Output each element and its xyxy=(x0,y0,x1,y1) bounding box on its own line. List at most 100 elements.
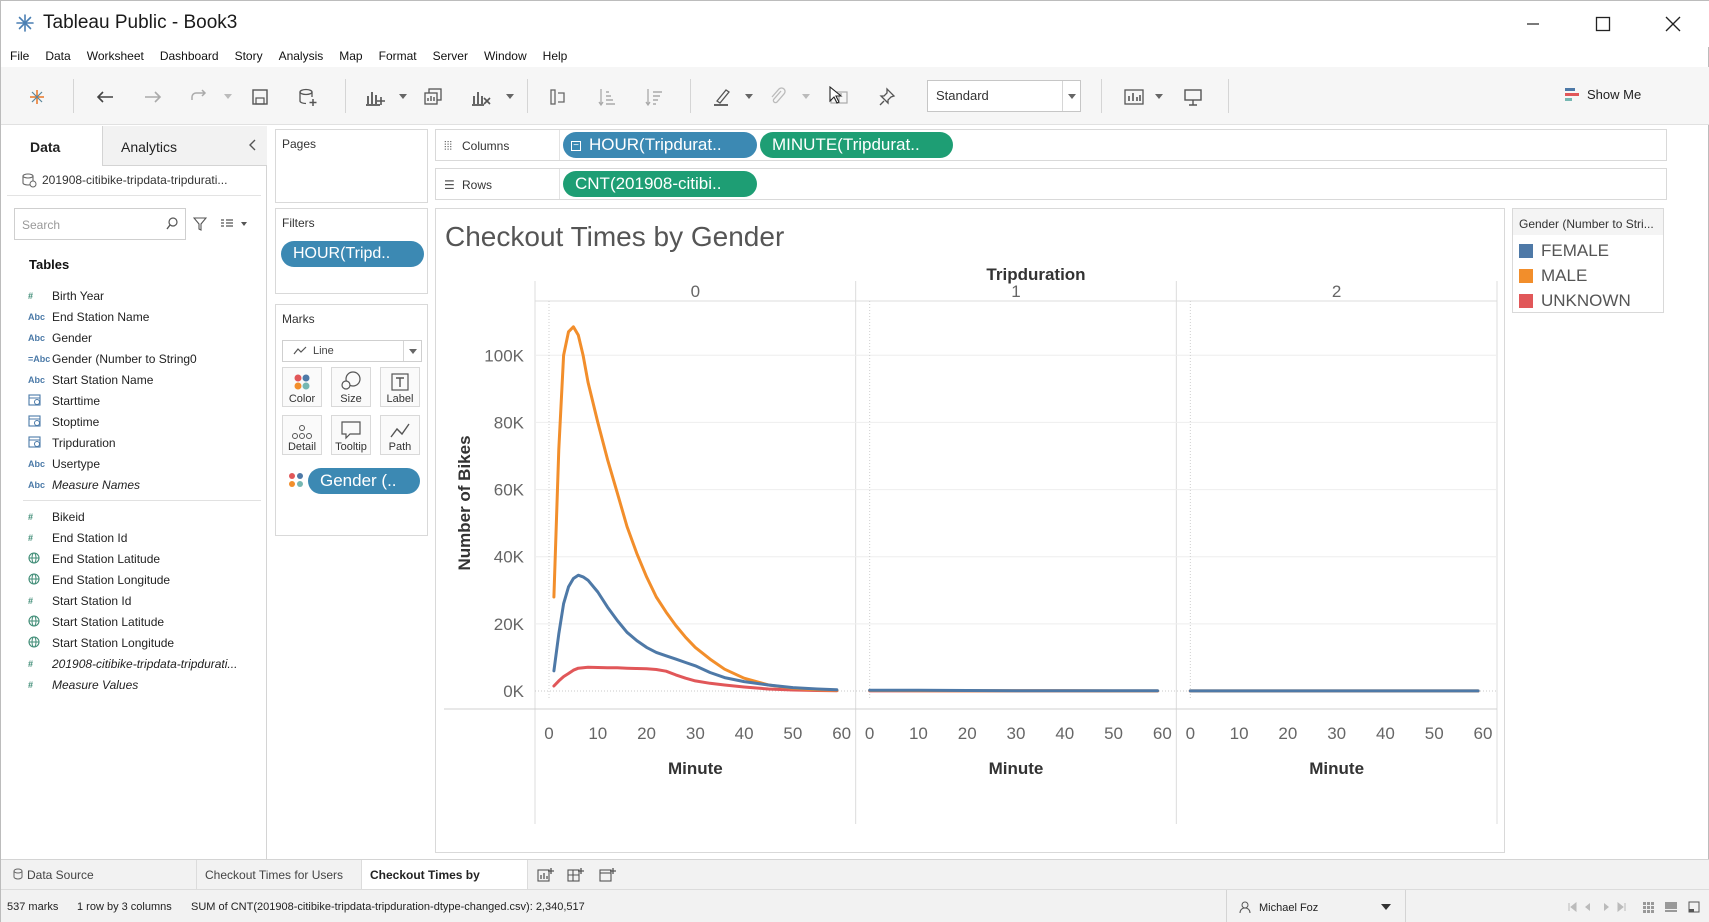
legend-item-unknown[interactable]: UNKNOWN xyxy=(1519,290,1631,312)
maximize-button[interactable] xyxy=(1583,9,1623,39)
filters-card[interactable]: Filters HOUR(Tripd.. xyxy=(275,208,428,294)
legend-item-male[interactable]: MALE xyxy=(1519,265,1587,287)
fit-select[interactable]: Standard xyxy=(927,80,1081,112)
marks-size-button[interactable]: Size xyxy=(331,367,371,407)
sort-ascending-button[interactable] xyxy=(595,85,619,109)
legend-item-female[interactable]: FEMALE xyxy=(1519,240,1609,262)
field-measure-names[interactable]: Abc Measure Names xyxy=(28,477,141,492)
field-end-station-latitude[interactable]: End Station Latitude xyxy=(1,548,267,569)
save-button[interactable] xyxy=(248,85,272,109)
fix-axes-button[interactable] xyxy=(876,85,900,109)
marks-tooltip-button[interactable]: Tooltip xyxy=(331,415,371,455)
presentation-mode-button[interactable] xyxy=(1181,85,1205,109)
menu-worksheet[interactable]: Worksheet xyxy=(86,49,144,63)
field-start-station-longitude[interactable]: Start Station Longitude xyxy=(1,632,267,653)
filter-icon[interactable] xyxy=(193,217,207,231)
menu-file[interactable]: File xyxy=(10,49,30,63)
menu-map[interactable]: Map xyxy=(339,49,363,63)
new-worksheet-button[interactable] xyxy=(363,85,387,109)
mark-type-select[interactable]: Line xyxy=(282,340,422,362)
menu-window[interactable]: Window xyxy=(483,49,527,63)
field-end-station-longitude[interactable]: End Station Longitude xyxy=(1,569,267,590)
redo-button[interactable] xyxy=(141,85,165,109)
new-story-icon[interactable] xyxy=(599,867,617,883)
field-end-station-id[interactable]: # End Station Id xyxy=(28,530,128,545)
menu-help[interactable]: Help xyxy=(542,49,568,63)
marks-detail-button[interactable]: Detail xyxy=(282,415,322,455)
show-cards-button[interactable] xyxy=(1122,85,1146,109)
highlight-button[interactable] xyxy=(710,85,734,109)
field-stoptime[interactable]: Stoptime xyxy=(1,411,267,432)
minimize-button[interactable] xyxy=(1513,9,1553,39)
chevron-down-icon[interactable] xyxy=(1155,94,1163,100)
field-measure-values[interactable]: # Measure Values xyxy=(28,677,139,692)
field-usertype[interactable]: Abc Usertype xyxy=(28,456,101,471)
collapse-icon[interactable]: − xyxy=(571,141,581,151)
duplicate-sheet-button[interactable] xyxy=(421,85,445,109)
rows-pill-count[interactable]: CNT(201908-citibi.. xyxy=(563,171,757,197)
tab-view-icon[interactable] xyxy=(1688,901,1700,913)
string-icon: Abc xyxy=(28,458,46,469)
grid-view-icon[interactable] xyxy=(1642,901,1654,913)
new-dashboard-icon[interactable] xyxy=(567,867,585,883)
datasource-item[interactable]: 201908-citibike-tripdata-tripdurati... xyxy=(21,172,261,188)
tab-checkout-times-for-users[interactable]: Checkout Times for Users xyxy=(197,860,362,890)
field-tripduration[interactable]: Tripduration xyxy=(1,432,267,453)
marks-label-button[interactable]: Label xyxy=(380,367,420,407)
user-menu[interactable]: Michael Foz xyxy=(1226,890,1406,922)
menu-dashboard[interactable]: Dashboard xyxy=(159,49,219,63)
new-worksheet-icon[interactable] xyxy=(537,867,555,883)
marks-path-button[interactable]: Path xyxy=(380,415,420,455)
columns-pill-minute[interactable]: MINUTE(Tripdurat.. xyxy=(760,132,953,158)
new-data-source-button[interactable] xyxy=(296,85,320,109)
menu-server[interactable]: Server xyxy=(432,49,468,63)
chevron-left-icon[interactable] xyxy=(248,138,258,152)
field-birth-year[interactable]: # Birth Year xyxy=(28,288,105,303)
chevron-down-icon[interactable] xyxy=(745,94,753,100)
menu-format[interactable]: Format xyxy=(378,49,417,63)
swap-rows-columns-button[interactable] xyxy=(546,85,570,109)
filter-pill-hour[interactable]: HOUR(Tripd.. xyxy=(281,241,424,267)
close-button[interactable] xyxy=(1653,9,1693,39)
columns-pill-hour[interactable]: − HOUR(Tripdurat.. xyxy=(563,132,757,158)
tableau-home-button[interactable] xyxy=(25,85,49,109)
filmstrip-view-icon[interactable] xyxy=(1664,901,1678,913)
tab-data-source[interactable]: Data Source xyxy=(1,860,197,890)
field-start-station-latitude[interactable]: Start Station Latitude xyxy=(1,611,267,632)
columns-shelf[interactable]: ⦙⦙⦙ Columns − HOUR(Tripdurat.. MINUTE(Trip… xyxy=(435,129,1667,161)
group-members-button[interactable] xyxy=(766,85,790,109)
rows-shelf[interactable]: ☰ Rows CNT(201908-citibi.. xyxy=(435,168,1667,200)
tab-checkout-times-by-gender[interactable]: Checkout Times by Gender xyxy=(362,860,528,912)
undo-button[interactable] xyxy=(93,85,117,109)
pages-card[interactable]: Pages xyxy=(275,129,428,203)
field-bikeid[interactable]: # Bikeid xyxy=(28,509,85,524)
menu-data[interactable]: Data xyxy=(45,49,71,63)
show-mark-labels-button[interactable] xyxy=(827,85,851,109)
sheet-navigation-icon[interactable] xyxy=(1568,902,1630,912)
chevron-down-icon[interactable] xyxy=(506,94,514,100)
color-pill-gender[interactable]: Gender (.. xyxy=(308,468,420,494)
chevron-down-icon[interactable] xyxy=(399,94,407,100)
menu-story[interactable]: Story xyxy=(234,49,263,63)
field-gender[interactable]: Abc Gender xyxy=(28,330,93,345)
show-me-button[interactable]: Show Me xyxy=(1565,87,1641,102)
sort-descending-button[interactable] xyxy=(642,85,666,109)
tab-analytics[interactable]: Analytics xyxy=(103,126,267,166)
marks-color-button[interactable]: Color xyxy=(282,367,322,407)
cards-icon xyxy=(1124,89,1144,105)
field-gender-calc[interactable]: =Abc Gender (Number to String0 xyxy=(28,351,197,366)
tab-data[interactable]: Data xyxy=(1,126,103,166)
field-end-station-name[interactable]: Abc End Station Name xyxy=(28,309,150,324)
list-view-icon[interactable] xyxy=(220,219,250,229)
search-input[interactable]: Search xyxy=(14,208,186,240)
chevron-down-icon[interactable] xyxy=(802,94,810,100)
field-start-station-name[interactable]: Abc Start Station Name xyxy=(28,372,154,387)
replay-animation-button[interactable] xyxy=(187,85,211,109)
clear-sheet-button[interactable] xyxy=(469,85,493,109)
field-record-count[interactable]: #201908-citibike-tripdata-tripdurati... xyxy=(28,656,238,671)
chevron-down-icon[interactable] xyxy=(224,94,232,100)
menu-analysis[interactable]: Analysis xyxy=(278,49,324,63)
field-starttime[interactable]: Starttime xyxy=(1,390,267,411)
field-start-station-id[interactable]: # Start Station Id xyxy=(28,593,132,608)
